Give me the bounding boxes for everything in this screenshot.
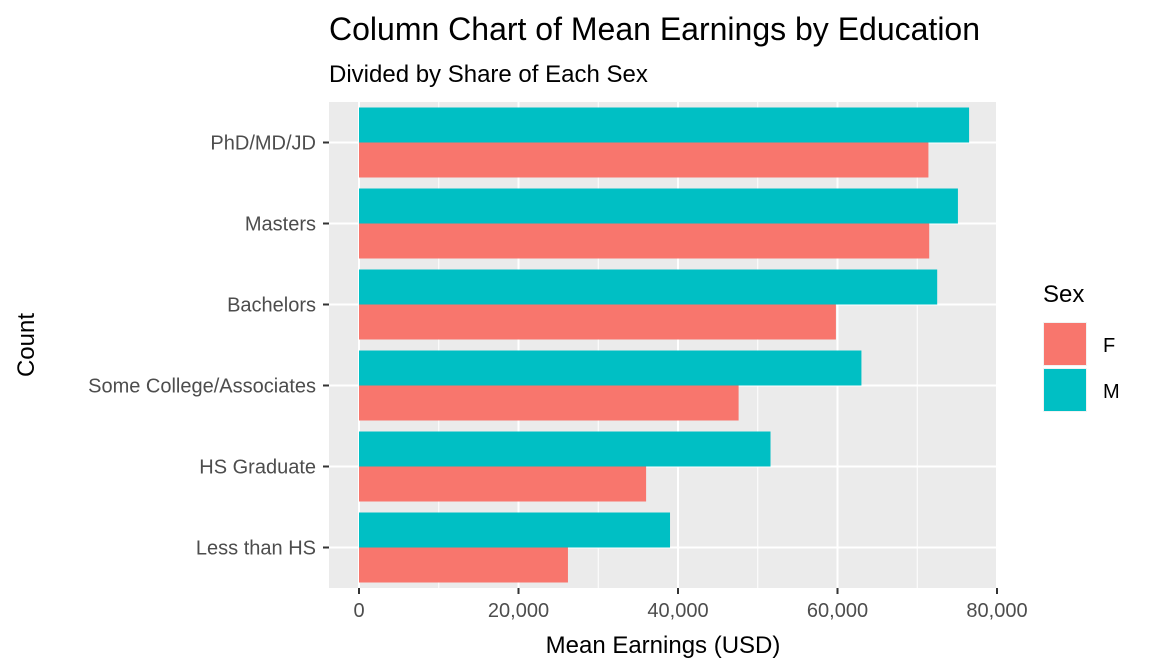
- bars: [359, 107, 970, 583]
- bar-M: [359, 512, 671, 548]
- chart-subtitle: Divided by Share of Each Sex: [329, 61, 648, 88]
- legend-label-F: F: [1103, 335, 1115, 357]
- x-tick-label: 20,000: [488, 600, 549, 622]
- legend-title: Sex: [1043, 281, 1084, 308]
- y-tick-label: PhD/MD/JD: [210, 133, 316, 155]
- y-tick-label: Less than HS: [196, 538, 316, 560]
- legend-label-M: M: [1103, 381, 1120, 403]
- bar-F: [359, 223, 930, 259]
- x-tick-label: 60,000: [807, 600, 868, 622]
- bar-F: [359, 466, 647, 502]
- y-axis-title: Count: [13, 313, 40, 377]
- x-tick-label: 80,000: [966, 600, 1027, 622]
- y-tick-label: HS Graduate: [199, 457, 316, 479]
- bar-F: [359, 142, 929, 178]
- bar-F: [359, 385, 739, 421]
- x-tick-label: 0: [353, 600, 364, 622]
- x-tick-label: 40,000: [647, 600, 708, 622]
- legend-swatch-M: [1044, 369, 1086, 411]
- bar-F: [359, 304, 836, 340]
- x-axis: 0 20,000 40,000 60,000 80,000: [353, 588, 1028, 622]
- y-tick-label: Bachelors: [227, 295, 316, 317]
- x-axis-title: Mean Earnings (USD): [546, 632, 781, 659]
- bar-M: [359, 269, 938, 305]
- y-axis: Less than HS HS Graduate Some College/Asso…: [88, 133, 329, 560]
- bar-M: [359, 431, 771, 467]
- legend: Sex F M: [1043, 281, 1120, 412]
- y-tick-label: Masters: [245, 214, 316, 236]
- bar-F: [359, 547, 568, 583]
- chart-title: Column Chart of Mean Earnings by Educati…: [329, 11, 980, 47]
- legend-swatch-F: [1044, 323, 1086, 365]
- plot-panel: [329, 102, 997, 588]
- bar-M: [359, 188, 958, 224]
- y-tick-label: Some College/Associates: [88, 376, 316, 398]
- bar-M: [359, 350, 862, 386]
- bar-M: [359, 107, 970, 143]
